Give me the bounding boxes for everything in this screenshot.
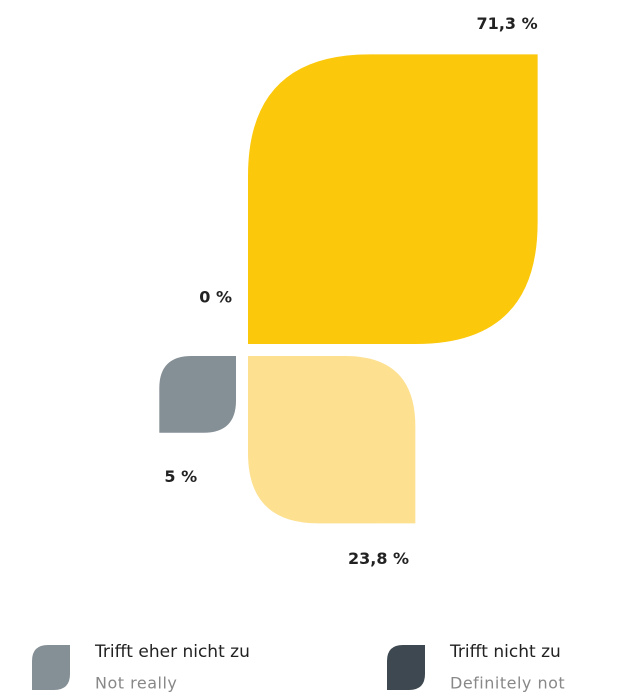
legend-swatch <box>387 645 425 690</box>
value-label: 5 % <box>164 467 197 486</box>
value-label: 71,3 % <box>477 14 538 33</box>
value-label: 23,8 % <box>348 549 409 568</box>
leaf <box>248 54 538 344</box>
legend-sublabel: Not really <box>95 674 177 693</box>
legend-label: Trifft eher nicht zu <box>94 642 250 662</box>
legend-sublabel: Definitely not <box>450 674 565 693</box>
legend-label: Trifft nicht zu <box>449 642 561 662</box>
leaf <box>248 356 416 524</box>
leaf <box>159 356 236 433</box>
legend-swatch <box>32 645 70 690</box>
value-label: 0 % <box>199 288 232 307</box>
